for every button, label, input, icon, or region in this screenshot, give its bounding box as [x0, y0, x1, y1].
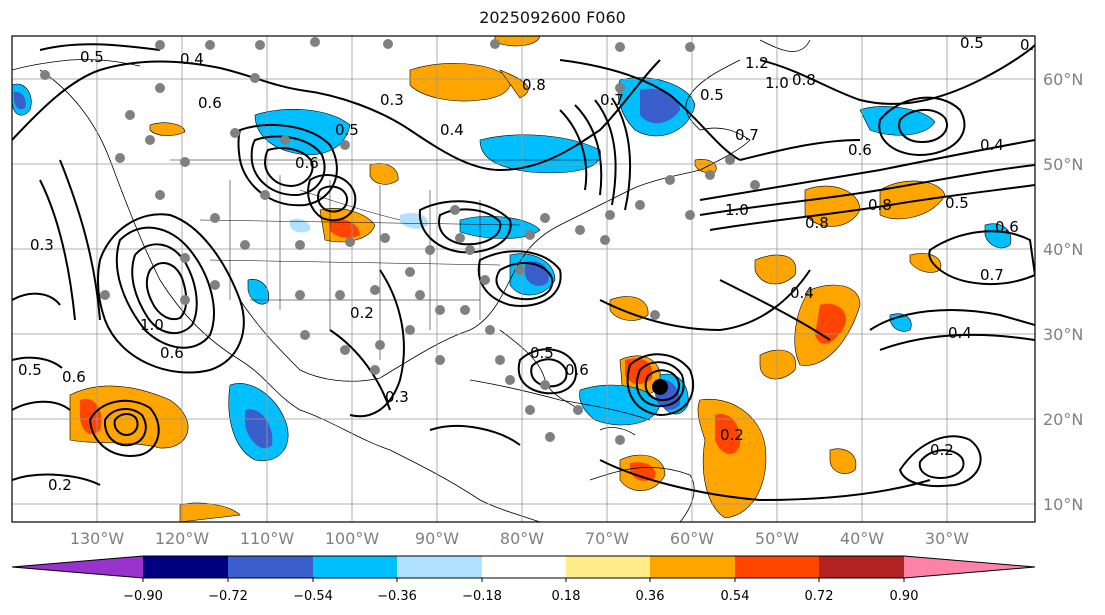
- contour-label: 0.3: [380, 91, 404, 109]
- contour-label: 0.2: [930, 441, 954, 459]
- colorbar-segment: [735, 556, 819, 578]
- lon-label: 30°W: [925, 529, 969, 548]
- lat-label: 30°N: [1043, 325, 1083, 344]
- contour-label: 1.0: [140, 316, 164, 334]
- contour-label: 0.4: [1020, 36, 1044, 54]
- contour-label: 0.5: [530, 344, 554, 362]
- colorbar-segments: [11, 555, 1036, 579]
- lon-label: 110°W: [240, 529, 295, 548]
- lon-label: 90°W: [415, 529, 459, 548]
- contour-label: 0.2: [350, 304, 374, 322]
- colorbar-segment: [397, 556, 482, 578]
- colorbar-tick-label: −0.54: [293, 589, 333, 604]
- colorbar-segment: [819, 556, 904, 578]
- lon-label: 70°W: [585, 529, 629, 548]
- contour-label: 0.6: [160, 344, 184, 362]
- longitude-labels: 130°W 120°W 110°W 100°W 90°W 80°W 70°W 6…: [70, 529, 969, 548]
- contour-label: 0.5: [960, 34, 984, 52]
- lon-label: 100°W: [325, 529, 380, 548]
- contours: [12, 43, 1035, 502]
- colorbar-tick-label: 0.36: [636, 589, 665, 604]
- lat-label: 60°N: [1043, 70, 1083, 89]
- contour-label: 0.2: [48, 476, 72, 494]
- contour-label: 0.8: [792, 71, 816, 89]
- colorbar-tick-label: 0.18: [552, 589, 581, 604]
- contour-label: 0.6: [995, 218, 1019, 236]
- colorbar-tick-label: 0.54: [721, 589, 750, 604]
- lon-label: 40°W: [840, 529, 884, 548]
- colorbar-tick-label: −0.36: [377, 589, 417, 604]
- contour-label: 0.4: [790, 284, 814, 302]
- contour-label: 0.3: [385, 388, 409, 406]
- coastlines: [12, 39, 811, 522]
- colorbar-segment: [650, 556, 735, 578]
- map-content: 0.5 0.4 0.6 0.3 0.6 0.5 0.4 0.8 0.7 1.2 …: [12, 34, 1044, 522]
- lat-label: 40°N: [1043, 240, 1083, 259]
- contour-label: 0.6: [62, 368, 86, 386]
- contour-label: 1.0: [725, 201, 749, 219]
- lon-label: 80°W: [500, 529, 544, 548]
- contour-label: 0.6: [295, 154, 319, 172]
- station-dots: [40, 37, 760, 445]
- lat-label: 50°N: [1043, 155, 1083, 174]
- lon-label: 60°W: [670, 529, 714, 548]
- contour-label: 0.3: [30, 236, 54, 254]
- lat-label: 10°N: [1043, 495, 1083, 514]
- lon-label: 130°W: [70, 529, 125, 548]
- contour-label: 0.6: [565, 361, 589, 379]
- contour-label: 0.7: [600, 91, 624, 109]
- contour-labels: 0.5 0.4 0.6 0.3 0.6 0.5 0.4 0.8 0.7 1.2 …: [18, 34, 1044, 494]
- colorbar-segment: [228, 556, 313, 578]
- colorbar-tick-label: 0.72: [805, 589, 834, 604]
- lon-label: 120°W: [155, 529, 210, 548]
- contour-label: 0.6: [848, 141, 872, 159]
- colorbar-tick-label: −0.18: [462, 589, 502, 604]
- contour-label: 0.5: [945, 194, 969, 212]
- graticule: [12, 36, 1035, 522]
- colorbar: −0.90 −0.72 −0.54 −0.36 −0.18 0.18 0.36 …: [11, 555, 1036, 604]
- contour-label: 0.7: [980, 266, 1004, 284]
- latitude-labels: 60°N 50°N 40°N 30°N 20°N 10°N: [1043, 70, 1083, 514]
- colorbar-ticks: −0.90 −0.72 −0.54 −0.36 −0.18 0.18 0.36 …: [123, 578, 918, 604]
- contour-label: 0.5: [80, 48, 104, 66]
- contour-label: 1.2: [745, 54, 769, 72]
- contour-label: 0.7: [735, 126, 759, 144]
- colorbar-segment: [482, 556, 566, 578]
- lon-label: 50°W: [755, 529, 799, 548]
- map-frame: [11, 35, 1036, 523]
- contour-label: 0.4: [948, 324, 972, 342]
- colorbar-segment: [143, 556, 228, 578]
- contour-label: 0.8: [522, 76, 546, 94]
- colorbar-segment: [313, 556, 397, 578]
- contour-label: 0.4: [980, 136, 1004, 154]
- contour-label: 0.8: [805, 214, 829, 232]
- contour-label: 0.4: [180, 50, 204, 68]
- colorbar-tick-label: 0.90: [890, 589, 919, 604]
- contour-label: 0.8: [868, 196, 892, 214]
- contour-label: 0.4: [440, 121, 464, 139]
- colorbar-extend-min: [12, 556, 143, 578]
- contour-label: 0.5: [18, 361, 42, 379]
- map-title: 2025092600 F060: [479, 8, 626, 27]
- contour-label: 0.5: [700, 86, 724, 104]
- contour-label: 0.6: [198, 94, 222, 112]
- contour-label: 0.2: [720, 426, 744, 444]
- colorbar-tick-label: −0.72: [208, 589, 248, 604]
- storm-center: [652, 379, 668, 395]
- colorbar-extend-max: [904, 556, 1035, 578]
- colorbar-tick-label: −0.90: [123, 589, 163, 604]
- contour-label: 0.5: [335, 121, 359, 139]
- lat-label: 20°N: [1043, 410, 1083, 429]
- colorbar-segment: [566, 556, 650, 578]
- contour-label: 1.0: [765, 74, 789, 92]
